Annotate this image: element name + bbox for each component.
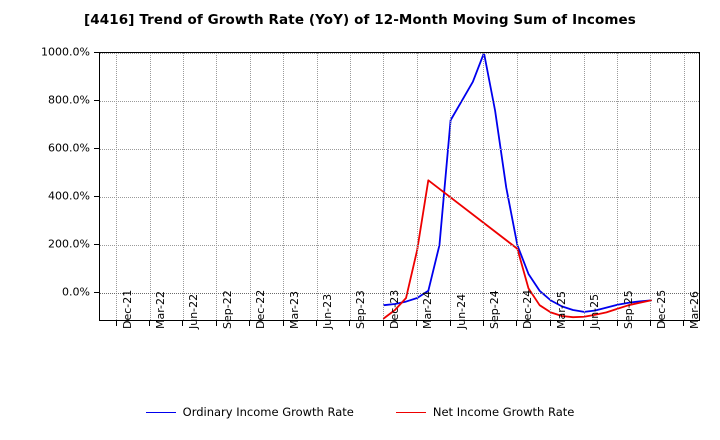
x-axis-tick bbox=[182, 321, 184, 326]
gridline-vertical bbox=[583, 53, 585, 320]
x-axis-tick bbox=[349, 321, 351, 326]
x-axis-label: Mar-23 bbox=[287, 290, 301, 329]
gridline-vertical bbox=[383, 53, 385, 320]
gridline-vertical bbox=[216, 53, 218, 320]
x-axis-tick bbox=[149, 321, 151, 326]
x-axis-label: Dec-25 bbox=[654, 289, 668, 329]
x-axis-label: Jun-25 bbox=[588, 293, 602, 329]
x-axis-label: Sep-24 bbox=[487, 290, 501, 329]
y-axis-label: 200.0% bbox=[48, 237, 90, 251]
plot-area bbox=[99, 52, 700, 321]
x-axis-tick bbox=[316, 321, 318, 326]
x-axis-tick bbox=[382, 321, 384, 326]
legend-color-swatch bbox=[395, 411, 426, 413]
gridline-vertical bbox=[683, 53, 685, 320]
gridline-vertical bbox=[550, 53, 552, 320]
gridline-vertical bbox=[182, 53, 184, 320]
gridline-horizontal bbox=[100, 148, 699, 150]
x-axis-tick bbox=[683, 321, 685, 326]
series-line-net-income bbox=[382, 179, 652, 320]
x-axis-tick bbox=[583, 321, 585, 326]
gridline-vertical bbox=[283, 53, 285, 320]
x-axis-label: Dec-23 bbox=[387, 289, 401, 329]
x-axis-tick bbox=[549, 321, 551, 326]
x-axis-label: Dec-22 bbox=[254, 289, 268, 329]
y-axis-label: 1000.0% bbox=[41, 45, 90, 59]
x-axis-label: Mar-26 bbox=[688, 290, 702, 329]
x-axis-tick bbox=[215, 321, 217, 326]
legend-item[interactable]: Net Income Growth Rate bbox=[395, 405, 575, 419]
legend-label: Net Income Growth Rate bbox=[432, 405, 575, 419]
y-axis-label: 400.0% bbox=[48, 189, 90, 203]
gridline-vertical bbox=[516, 53, 518, 320]
y-axis-label: 800.0% bbox=[48, 93, 90, 107]
x-axis-tick bbox=[616, 321, 618, 326]
x-axis-label: Mar-25 bbox=[554, 290, 568, 329]
x-axis-label: Dec-21 bbox=[120, 289, 134, 329]
x-axis-tick bbox=[416, 321, 418, 326]
y-axis-tick bbox=[94, 52, 99, 53]
x-axis-label: Jun-23 bbox=[321, 293, 335, 329]
x-axis-label: Dec-24 bbox=[521, 289, 535, 329]
gridline-vertical bbox=[149, 53, 151, 320]
x-axis-label: Mar-24 bbox=[421, 290, 435, 329]
x-axis-label: Mar-22 bbox=[154, 290, 168, 329]
gridline-vertical bbox=[483, 53, 485, 320]
x-axis-label: Jun-24 bbox=[454, 293, 468, 329]
chart-legend: Ordinary Income Growth Rate Net Income Gr… bbox=[0, 405, 720, 419]
gridline-vertical bbox=[249, 53, 251, 320]
x-axis-label: Sep-22 bbox=[220, 290, 234, 329]
gridline-vertical bbox=[116, 53, 118, 320]
y-axis-label: 600.0% bbox=[48, 141, 90, 155]
chart-title: [4416] Trend of Growth Rate (YoY) of 12-… bbox=[84, 12, 636, 28]
gridline-horizontal bbox=[100, 52, 699, 54]
y-axis-tick bbox=[94, 100, 99, 102]
x-axis-label: Sep-23 bbox=[354, 290, 368, 329]
gridline-vertical bbox=[450, 53, 452, 320]
gridline-vertical bbox=[650, 53, 652, 320]
x-axis-tick bbox=[516, 321, 518, 326]
gridline-horizontal bbox=[100, 244, 699, 246]
y-axis-tick bbox=[94, 196, 99, 198]
x-axis-tick bbox=[282, 321, 284, 326]
gridline-vertical bbox=[349, 53, 351, 320]
gridline-vertical bbox=[617, 53, 619, 320]
y-axis-tick bbox=[94, 148, 99, 150]
x-axis-tick bbox=[449, 321, 451, 326]
gridline-horizontal bbox=[100, 100, 699, 102]
x-axis-tick bbox=[482, 321, 484, 326]
legend-label: Ordinary Income Growth Rate bbox=[182, 405, 354, 419]
x-axis-label: Jun-22 bbox=[187, 293, 201, 329]
legend-item[interactable]: Ordinary Income Growth Rate bbox=[145, 405, 354, 419]
series-lines bbox=[382, 53, 652, 320]
y-axis-tick bbox=[94, 244, 99, 246]
legend-color-swatch bbox=[145, 411, 176, 413]
gridline-horizontal bbox=[100, 196, 699, 198]
x-axis-label: Sep-25 bbox=[621, 290, 635, 329]
x-axis-tick bbox=[649, 321, 651, 326]
gridline-vertical bbox=[416, 53, 418, 320]
gridline-vertical bbox=[316, 53, 318, 320]
y-axis-label: 0.0% bbox=[62, 285, 90, 299]
x-axis-tick bbox=[249, 321, 251, 326]
y-axis-tick bbox=[94, 292, 99, 294]
gridline-horizontal bbox=[100, 292, 699, 294]
x-axis-tick bbox=[115, 321, 117, 326]
